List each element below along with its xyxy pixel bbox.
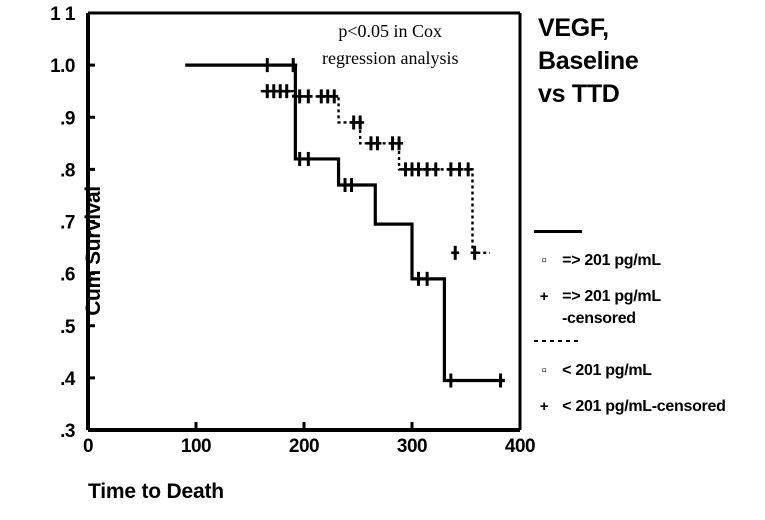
censor-mark <box>395 136 403 150</box>
y-tick-label: .7 <box>60 213 75 234</box>
x-tick-label: 100 <box>181 436 211 457</box>
legend-spacer <box>530 332 765 340</box>
x-tick-label: 0 <box>83 436 93 457</box>
censor-mark <box>447 373 455 387</box>
legend-label-high-group: => 201 pg/mL <box>562 252 661 270</box>
plus-marker-icon: + <box>530 398 558 415</box>
censor-mark <box>356 115 364 129</box>
significance-annotation-line-1: p<0.05 in Cox <box>322 18 458 45</box>
legend-item-high-group: ▫ => 201 pg/mL <box>530 252 765 272</box>
censor-mark <box>451 246 459 260</box>
legend-item-high-group-censored-cont: -censored <box>530 310 765 330</box>
x-tick-label: 400 <box>505 436 535 457</box>
legend-spacer <box>530 274 765 288</box>
page-title: VEGF, Baseline vs TTD <box>538 12 638 111</box>
x-axis-title-label: Time to Death <box>88 480 224 503</box>
square-marker-icon: ▫ <box>530 362 558 379</box>
censor-mark <box>414 272 422 286</box>
axis-lines <box>88 13 520 430</box>
legend-item-high-group-censored: + => 201 pg/mL <box>530 288 765 308</box>
censor-mark <box>423 162 431 176</box>
censor-mark <box>348 178 356 192</box>
censor-mark <box>497 373 505 387</box>
legend-item-low-group: ▫ < 201 pg/mL <box>530 362 765 382</box>
censor-mark <box>456 162 464 176</box>
y-tick-label: .6 <box>60 265 75 286</box>
censor-mark <box>330 89 338 103</box>
y-tick-label: .8 <box>60 160 75 181</box>
legend-label-high-group-censored: => 201 pg/mL <box>562 288 661 306</box>
legend-item-low-group-censored: + < 201 pg/mL-censored <box>530 398 765 418</box>
plus-marker-icon: + <box>530 288 558 305</box>
y-tick-label: .5 <box>60 317 76 338</box>
y-tick-label: .9 <box>60 108 75 129</box>
page-title-line-2: Baseline <box>538 45 638 78</box>
censor-mark <box>304 89 312 103</box>
y-tick-label: .3 <box>60 421 75 442</box>
censor-mark <box>304 152 312 166</box>
censor-mark <box>414 162 422 176</box>
significance-annotation-line-2: regression analysis <box>322 45 458 72</box>
series-high-group <box>185 58 505 387</box>
x-axis-title: Time to Death <box>88 480 224 504</box>
page-title-line-3: vs TTD <box>538 78 638 111</box>
legend-label-low-group-censored: < 201 pg/mL-censored <box>562 398 725 416</box>
y-tick-label: .4 <box>60 369 76 390</box>
square-marker-icon: ▫ <box>530 252 558 269</box>
censor-mark <box>432 162 440 176</box>
legend-spacer <box>530 384 765 398</box>
page-title-line-1: VEGF, <box>538 12 638 45</box>
censor-mark <box>464 162 472 176</box>
dotted-line-sample-icon <box>534 340 582 342</box>
solid-line-sample-icon <box>534 230 582 233</box>
censor-mark <box>423 272 431 286</box>
censor-mark <box>263 58 271 72</box>
legend: ▫ => 201 pg/mL + => 201 pg/mL -censored … <box>530 230 765 420</box>
censor-mark <box>447 162 455 176</box>
y-tick-label: 1.0 <box>50 56 75 77</box>
significance-annotation: p<0.05 in Cox regression analysis <box>322 18 458 72</box>
censor-mark <box>373 136 381 150</box>
legend-label-low-group: < 201 pg/mL <box>562 362 652 380</box>
x-tick-label: 300 <box>397 436 427 457</box>
x-tick-label: 200 <box>289 436 319 457</box>
legend-item-solid-line <box>530 230 765 250</box>
legend-label-censored-suffix: -censored <box>562 310 636 328</box>
survival-chart-figure: .3.4.5.6.7.8.91.01 10100200300400 Cum Su… <box>0 0 765 520</box>
censor-mark <box>283 84 291 98</box>
survival-step-line <box>185 65 505 380</box>
legend-item-dotted-line <box>530 340 765 360</box>
y-tick-label: 1 1 <box>50 4 76 25</box>
